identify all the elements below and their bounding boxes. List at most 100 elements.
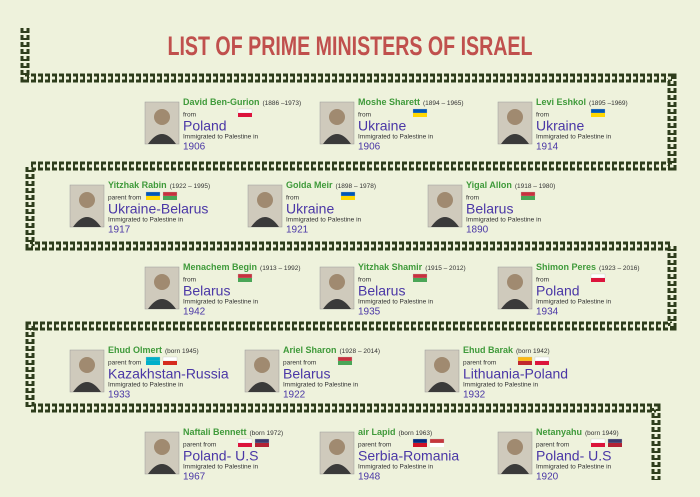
photo-body <box>428 382 456 392</box>
photo-head <box>257 192 273 208</box>
flag-top <box>337 356 353 362</box>
immigrated-label: Immigrated to Palestine in <box>466 217 542 224</box>
from-label: parent from <box>463 360 496 367</box>
from-label: from <box>466 195 479 202</box>
pm-name: Netanyahu <box>536 427 582 437</box>
photo-body <box>323 299 351 309</box>
immigration-year: 1914 <box>536 142 559 153</box>
photo-head <box>329 439 345 455</box>
pm-dates: (born 1972) <box>250 430 284 437</box>
flag-top <box>340 191 356 197</box>
country: Lithuania-Poland <box>463 366 568 382</box>
flag-top <box>520 191 536 197</box>
immigration-year: 1917 <box>108 225 131 236</box>
pm-card: Golda Meir (1898 – 1978) fromUkraineImmigr… <box>247 180 376 236</box>
country: Kazakhstan-Russia <box>108 366 229 382</box>
country: Ukraine-Belarus <box>108 201 208 217</box>
pm-card: Naftali Bennett (born 1972) parent fromPol… <box>144 427 284 483</box>
pm-dates: (1886 –1973) <box>263 100 302 107</box>
pm-dates: (1913 – 1992) <box>260 265 300 272</box>
pm-name-line: air Lapid (born 1963) <box>358 427 432 437</box>
flag-top <box>237 438 253 444</box>
pm-name: Yitzhak Rabin <box>108 180 167 190</box>
pm-name-line: Ehud Olmert (born 1945) <box>108 345 199 355</box>
pm-card: Yitzhak Rabin (1922 – 1995) parent fromUkr… <box>69 180 210 236</box>
photo-body <box>501 299 529 309</box>
immigrated-label: Immigrated to Palestine in <box>463 382 539 389</box>
photo-head <box>154 439 170 455</box>
flag-top <box>429 438 445 444</box>
country: Serbia-Romania <box>358 448 459 464</box>
pm-dates: (1918 – 1980) <box>515 183 555 190</box>
flag-bottom <box>238 113 252 117</box>
pm-dates: (1923 – 2016) <box>599 265 639 272</box>
photo-head <box>434 357 450 373</box>
immigrated-label: Immigrated to Palestine in <box>283 382 359 389</box>
flag-bottom <box>608 443 622 447</box>
flag-top <box>145 191 161 197</box>
immigration-year: 1922 <box>283 390 306 401</box>
pm-dates: (born 1963) <box>399 430 433 437</box>
pm-name-line: Yitzhak Shamir (1915 – 2012) <box>358 262 466 272</box>
pm-name-line: Levi Eshkol (1895 –1969) <box>536 97 628 107</box>
flag-bottom <box>146 196 160 200</box>
immigrated-label: Immigrated to Palestine in <box>183 299 259 306</box>
country: Poland- U.S <box>536 448 611 464</box>
photo-head <box>154 109 170 125</box>
flag-top <box>412 108 428 114</box>
country: Ukraine <box>358 118 406 134</box>
from-label: from <box>358 277 371 284</box>
pm-card: Ariel Sharon (1928 – 2014) parent fromBela… <box>244 345 380 401</box>
flag-bottom <box>591 113 605 117</box>
flag-bottom <box>591 443 605 447</box>
pm-name: Golda Meir <box>286 180 333 190</box>
photo-body <box>148 464 176 474</box>
from-label: from <box>183 112 196 119</box>
pm-name: Shimon Peres <box>536 262 596 272</box>
pm-name: Yigal Allon <box>466 180 512 190</box>
immigration-year: 1920 <box>536 472 559 483</box>
pm-name: Levi Eshkol <box>536 97 586 107</box>
flag-top <box>145 356 161 362</box>
photo-body <box>251 217 279 227</box>
immigration-year: 1890 <box>466 225 489 236</box>
photo-body <box>73 382 101 392</box>
pm-name-line: Ehud Barak (born 1942) <box>463 345 550 355</box>
pm-name: Naftali Bennett <box>183 427 247 437</box>
pm-name: Ehud Barak <box>463 345 514 355</box>
flag-top <box>162 191 178 197</box>
photo-head <box>507 109 523 125</box>
pm-name-line: Golda Meir (1898 – 1978) <box>286 180 376 190</box>
pm-dates: (born 1949) <box>585 430 619 437</box>
country: Belarus <box>183 283 230 299</box>
flag-bottom <box>163 196 177 200</box>
pm-name-line: Shimon Peres (1923 – 2016) <box>536 262 640 272</box>
photo-body <box>248 382 276 392</box>
photo-body <box>323 134 351 144</box>
title: LIST OF PRIME MINISTERS OF ISRAEL <box>168 31 533 61</box>
immigrated-label: Immigrated to Palestine in <box>358 299 434 306</box>
pm-name-line: Moshe Sharett (1894 – 1965) <box>358 97 464 107</box>
pm-card: Ehud Olmert (born 1945) parent fromKazakhs… <box>69 345 229 401</box>
photo-head <box>154 274 170 290</box>
immigration-year: 1935 <box>358 307 381 318</box>
flag-top <box>590 273 606 279</box>
flag-bottom <box>521 196 535 200</box>
pm-card: Menachem Begin (1913 – 1992) fromBelarusIm… <box>144 262 301 318</box>
pm-dates: (1894 – 1965) <box>423 100 463 107</box>
flag-bottom <box>338 361 352 365</box>
pm-card: Moshe Sharett (1894 – 1965) fromUkraineImm… <box>319 97 464 153</box>
immigrated-label: Immigrated to Palestine in <box>358 134 434 141</box>
flag-bottom <box>518 361 532 365</box>
pm-dates: (1895 –1969) <box>589 100 628 107</box>
pm-card: David Ben-Gurion (1886 –1973) fromPolandIm… <box>144 97 302 153</box>
from-label: from <box>358 112 371 119</box>
photo-head <box>507 439 523 455</box>
pm-dates: (1898 – 1978) <box>336 183 376 190</box>
country: Belarus <box>358 283 405 299</box>
flag-bottom <box>591 278 605 282</box>
pm-name: Ehud Olmert <box>108 345 162 355</box>
pm-name: Ariel Sharon <box>283 345 337 355</box>
flag-top <box>517 356 533 362</box>
